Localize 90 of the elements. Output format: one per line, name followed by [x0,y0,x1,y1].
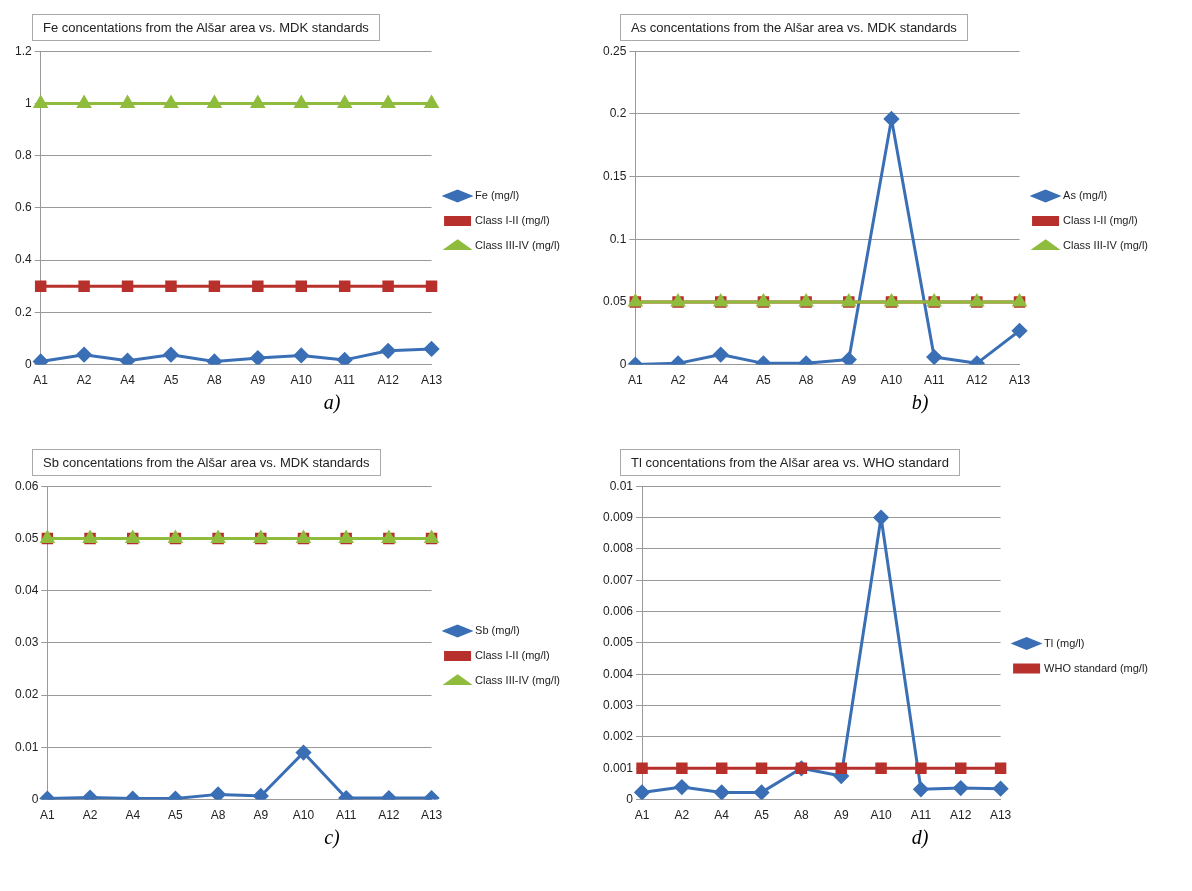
y-tick-label: 0.2 [609,106,627,121]
x-tick-label: A11 [334,373,356,388]
x-tick-label: A8 [207,373,223,388]
x-tick-label: A8 [210,808,226,823]
legend-label: Class III-IV (mg/l) [1063,239,1148,252]
x-tick-label: A9 [833,808,849,823]
x-tick-label: A5 [163,373,179,388]
y-tick-label: 0.2 [14,304,32,319]
y-tick-label: 0.003 [603,697,634,712]
y-tick-label: 0.03 [15,635,39,650]
x-tick-label: A10 [880,373,903,388]
x-tick-label: A9 [253,808,269,823]
x-tick-label: A12 [377,373,400,388]
x-tick-label: A10 [290,373,313,388]
x-tick-label: A13 [420,808,443,823]
x-tick-label: A12 [966,373,988,388]
y-tick-label: 0.001 [603,760,634,775]
legend-label: Class I-II (mg/l) [1063,214,1138,227]
x-tick-label: A10 [292,808,315,823]
x-tick-label: A1 [33,373,49,388]
y-tick-label: 0.01 [15,739,39,754]
x-tick-label: A8 [798,373,814,388]
legend-label: Class I-II (mg/l) [475,649,550,662]
y-tick-label: 0.25 [603,43,627,58]
y-tick-label: 0.006 [603,603,634,618]
y-tick-label: 0.02 [15,687,39,702]
legend-label: Sb (mg/l) [475,624,520,637]
y-tick-label: 0.05 [15,530,39,545]
chart-title: As concentations from the Alšar area vs. MDK standards [620,14,968,41]
y-tick-label: 0.005 [603,635,634,650]
text: a) [322,391,342,414]
y-tick-label: 0.15 [603,168,627,183]
y-tick-label: 0.004 [603,666,634,681]
x-tick-label: A1 [634,808,650,823]
x-tick-label: A4 [125,808,141,823]
text: d) [910,826,930,849]
x-tick-label: A1 [40,808,56,823]
x-tick-label: A13 [420,373,443,388]
y-tick-label: 0 [24,356,32,371]
x-tick-label: A12 [950,808,972,823]
x-tick-label: A11 [910,808,932,823]
x-tick-label: A9 [250,373,266,388]
x-tick-label: A2 [670,373,686,388]
chart-title: Sb concentations from the Alšar area vs. MDK standards [32,449,381,476]
x-tick-label: A4 [120,373,136,388]
legend-label: Class I-II (mg/l) [475,214,550,227]
y-tick-label: 0.4 [14,252,32,267]
legend-label: WHO standard (mg/l) [1044,661,1149,674]
y-tick-label: 1.2 [14,43,32,58]
x-tick-label: A5 [754,808,770,823]
x-tick-label: A10 [870,808,893,823]
x-tick-label: A11 [335,808,357,823]
y-tick-label: 0.8 [14,147,32,162]
y-tick-label: 0 [619,356,627,371]
legend-label: As (mg/l) [1063,189,1108,202]
y-tick-label: 0.06 [15,478,39,493]
y-tick-label: 0.008 [603,541,634,556]
text: b) [910,391,930,414]
y-tick-label: 1 [24,95,32,110]
legend-label: Fe (mg/l) [475,189,520,202]
x-tick-label: A5 [168,808,184,823]
x-tick-label: A5 [756,373,772,388]
y-tick-label: 0.05 [603,294,627,309]
legend-label: Tl (mg/l) [1044,636,1085,649]
chart-title: Fe concentations from the Alšar area vs. MDK standards [32,14,380,41]
y-tick-label: 0 [31,791,39,806]
x-tick-label: A2 [82,808,98,823]
y-tick-label: 0.04 [15,582,39,597]
y-tick-label: 0.002 [603,729,634,744]
text: c) [323,826,341,849]
x-tick-label: A4 [713,373,729,388]
x-tick-label: A2 [674,808,690,823]
y-tick-label: 0.01 [609,478,634,493]
x-tick-label: A8 [794,808,810,823]
x-tick-label: A9 [841,373,857,388]
legend-label: Class III-IV (mg/l) [475,239,560,252]
x-tick-label: A1 [628,373,644,388]
x-tick-label: A13 [989,808,1012,823]
x-tick-label: A2 [76,373,92,388]
y-tick-label: 0.1 [609,231,627,246]
chart-title: Tl concentations from the Alšar area vs. WHO standard [620,449,960,476]
x-tick-label: A4 [714,808,730,823]
y-tick-label: 0 [626,791,634,806]
x-tick-label: A11 [923,373,945,388]
y-tick-label: 0.6 [14,200,32,215]
x-tick-label: A12 [378,808,400,823]
x-tick-label: A13 [1008,373,1031,388]
y-tick-label: 0.007 [603,572,634,587]
y-tick-label: 0.009 [603,509,634,524]
legend-label: Class III-IV (mg/l) [475,674,560,687]
